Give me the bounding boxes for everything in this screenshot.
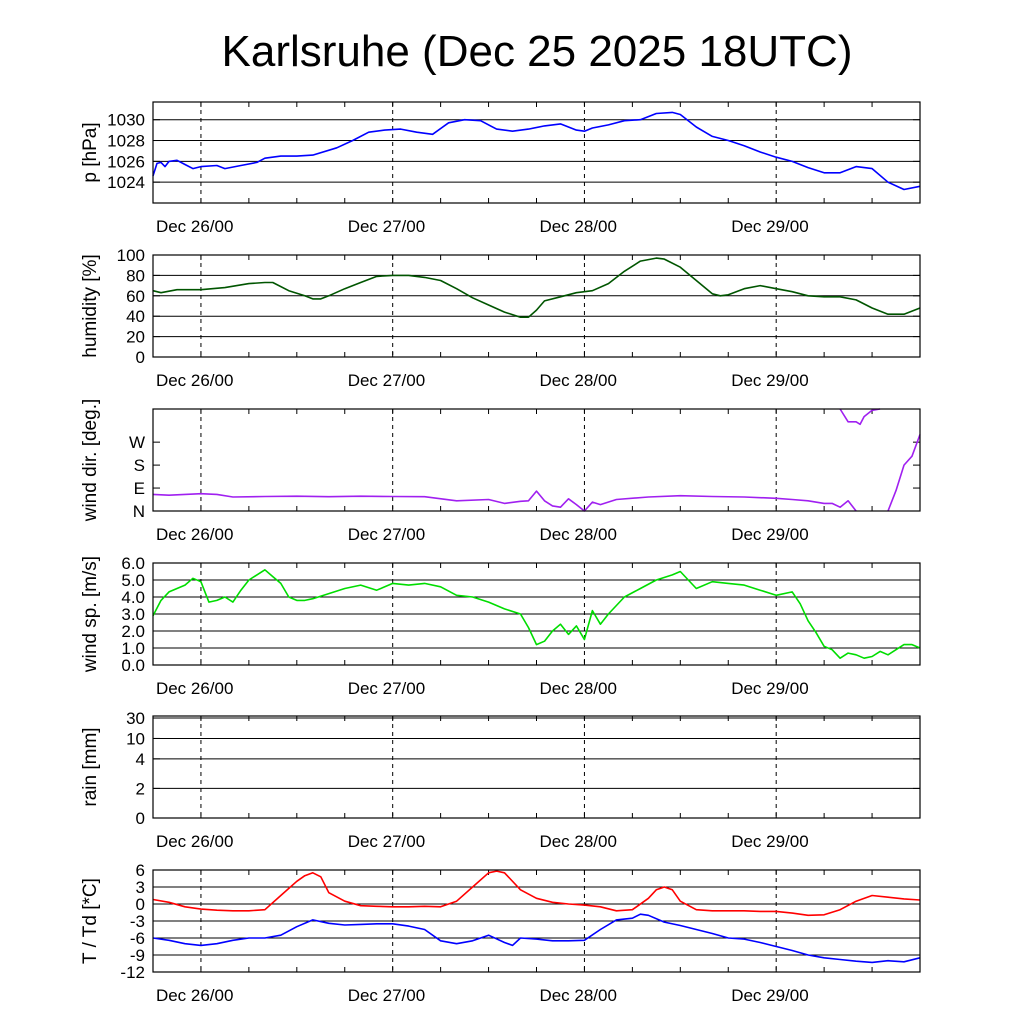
- x-tick-label: Dec 26/00: [156, 832, 234, 851]
- plot-frame: [152, 408, 921, 512]
- y-tick-label: 40: [126, 307, 145, 326]
- y-tick-label: E: [134, 479, 145, 498]
- y-tick-label: 20: [126, 328, 145, 347]
- y-tick-label: S: [134, 456, 145, 475]
- y-tick-label: 6.0: [121, 554, 145, 573]
- x-tick-label: Dec 26/00: [156, 986, 234, 1005]
- x-tick-label: Dec 26/00: [156, 371, 234, 390]
- plot-frame: [152, 562, 921, 666]
- y-tick-label: 2: [136, 779, 145, 798]
- x-tick-label: Dec 28/00: [539, 679, 617, 698]
- y-tick-label: 30: [126, 709, 145, 728]
- x-tick-label: Dec 29/00: [731, 371, 809, 390]
- x-tick-label: Dec 29/00: [731, 832, 809, 851]
- x-tick-label: Dec 28/00: [539, 525, 617, 544]
- series-line-wind-direction-late-: [839, 408, 881, 426]
- x-tick-label: Dec 26/00: [156, 525, 234, 544]
- y-tick-label: 4.0: [121, 588, 145, 607]
- series-line-humidity: [152, 257, 921, 318]
- y-tick-label: 1028: [107, 132, 145, 151]
- x-tick-label: Dec 27/00: [348, 217, 426, 236]
- y-tick-label: 0: [136, 348, 145, 367]
- series-line-pressure: [152, 111, 921, 191]
- y-axis-label: humidity [%]: [80, 254, 101, 357]
- series-line-t: [152, 870, 921, 917]
- y-tick-label: 1024: [107, 173, 145, 192]
- y-tick-label: 0.0: [121, 656, 145, 675]
- plot-frame: [152, 254, 921, 358]
- x-tick-label: Dec 29/00: [731, 217, 809, 236]
- y-axis-label: T / Td [*C]: [80, 878, 101, 964]
- y-tick-label: -3: [130, 912, 145, 931]
- x-tick-label: Dec 29/00: [731, 679, 809, 698]
- x-tick-label: Dec 26/00: [156, 217, 234, 236]
- y-tick-label: 6: [136, 861, 145, 880]
- panel-rain: 0 2 4 1030 Dec 26/00 Dec 27/00 Dec 28/00 Dec 29…: [80, 709, 921, 851]
- x-tick-label: Dec 29/00: [731, 986, 809, 1005]
- x-tick-label: Dec 27/00: [348, 986, 426, 1005]
- series-line-wind-speed: [152, 569, 921, 659]
- series-line-wind-direction: [152, 490, 857, 512]
- y-tick-label: 80: [126, 266, 145, 285]
- series-line-wind-direction-rise-: [887, 434, 921, 512]
- y-tick-label: 4: [136, 750, 145, 769]
- y-tick-label: 3: [136, 878, 145, 897]
- y-axis-label: wind sp. [m/s]: [80, 556, 101, 673]
- series-line-td: [152, 913, 921, 964]
- y-tick-label: 1.0: [121, 639, 145, 658]
- x-tick-label: Dec 28/00: [539, 986, 617, 1005]
- y-tick-label: N: [133, 502, 145, 521]
- y-tick-label: 1030: [107, 111, 145, 130]
- plot-frame: [152, 715, 921, 819]
- y-tick-label: 100: [117, 246, 145, 265]
- y-tick-label: 2.0: [121, 622, 145, 641]
- y-tick-label: -12: [120, 963, 145, 982]
- y-axis-label: wind dir. [deg.]: [80, 399, 101, 523]
- y-tick-label: 0: [136, 895, 145, 914]
- y-tick-label: 10: [126, 729, 145, 748]
- panel-wind-speed: 0.01.02.03.04.05.06.0 Dec 26/00 Dec 27/00 D…: [80, 554, 921, 698]
- y-tick-label: 0: [136, 809, 145, 828]
- plot-frame: [152, 101, 921, 204]
- x-tick-label: Dec 27/00: [348, 832, 426, 851]
- x-tick-label: Dec 28/00: [539, 217, 617, 236]
- y-axis-label: p [hPa]: [80, 122, 101, 182]
- chart-title: Karlsruhe (Dec 25 2025 18UTC): [222, 27, 853, 76]
- y-tick-label: W: [129, 433, 145, 452]
- y-tick-label: -6: [130, 929, 145, 948]
- y-tick-label: -9: [130, 946, 145, 965]
- x-tick-label: Dec 27/00: [348, 525, 426, 544]
- x-tick-label: Dec 28/00: [539, 371, 617, 390]
- y-tick-label: 3.0: [121, 605, 145, 624]
- x-tick-label: Dec 28/00: [539, 832, 617, 851]
- x-tick-label: Dec 27/00: [348, 679, 426, 698]
- x-tick-label: Dec 29/00: [731, 525, 809, 544]
- y-tick-label: 5.0: [121, 571, 145, 590]
- y-tick-label: 60: [126, 287, 145, 306]
- x-tick-label: Dec 26/00: [156, 679, 234, 698]
- plot-frame: [152, 869, 921, 973]
- y-tick-label: 1026: [107, 152, 145, 171]
- y-axis-label: rain [mm]: [80, 727, 101, 806]
- x-tick-label: Dec 27/00: [348, 371, 426, 390]
